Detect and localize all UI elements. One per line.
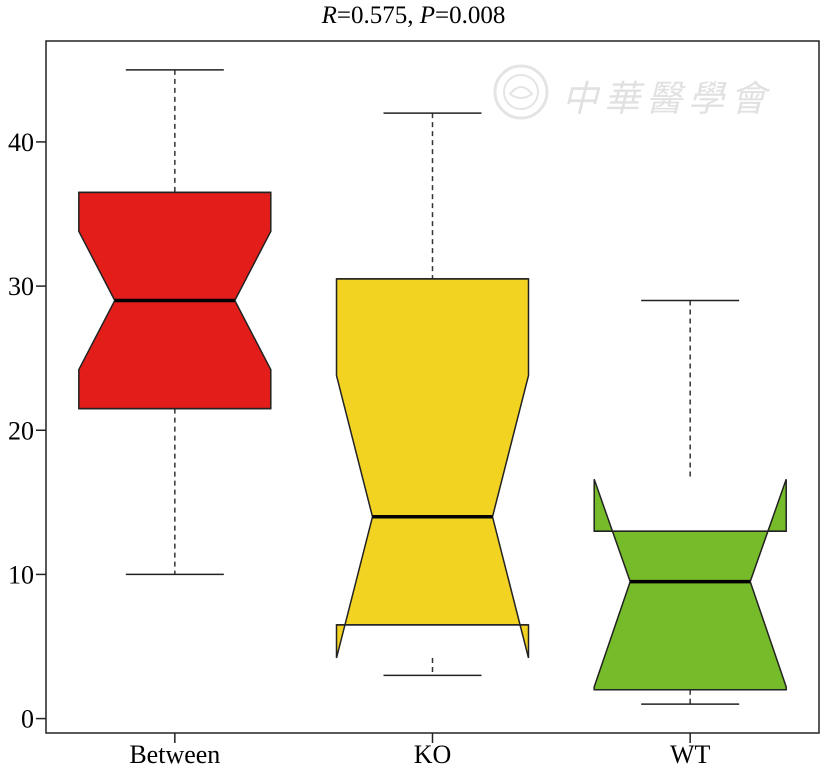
x-tick-label-wt: WT [670,740,711,769]
y-tick-label: 40 [8,128,34,157]
r-symbol: R [321,2,337,29]
p-value: =0.008 [435,2,506,29]
box-ko [335,278,530,659]
box-wt [593,479,787,691]
p-symbol: P [419,2,436,29]
y-tick-label: 0 [21,705,34,734]
seal-icon [493,64,549,120]
r-value: =0.575, [336,2,420,29]
watermark-text: 中華醫學會 [562,79,773,120]
y-tick-label: 20 [8,416,34,445]
chart-title: R=0.575, P=0.008 [0,2,827,30]
y-tick-label: 30 [8,272,34,301]
y-tick-label: 10 [8,560,34,589]
x-tick-label-ko: KO [414,740,452,769]
x-tick-label-between: Between [129,740,220,769]
watermark-logo: 中華醫學會 [488,62,778,122]
